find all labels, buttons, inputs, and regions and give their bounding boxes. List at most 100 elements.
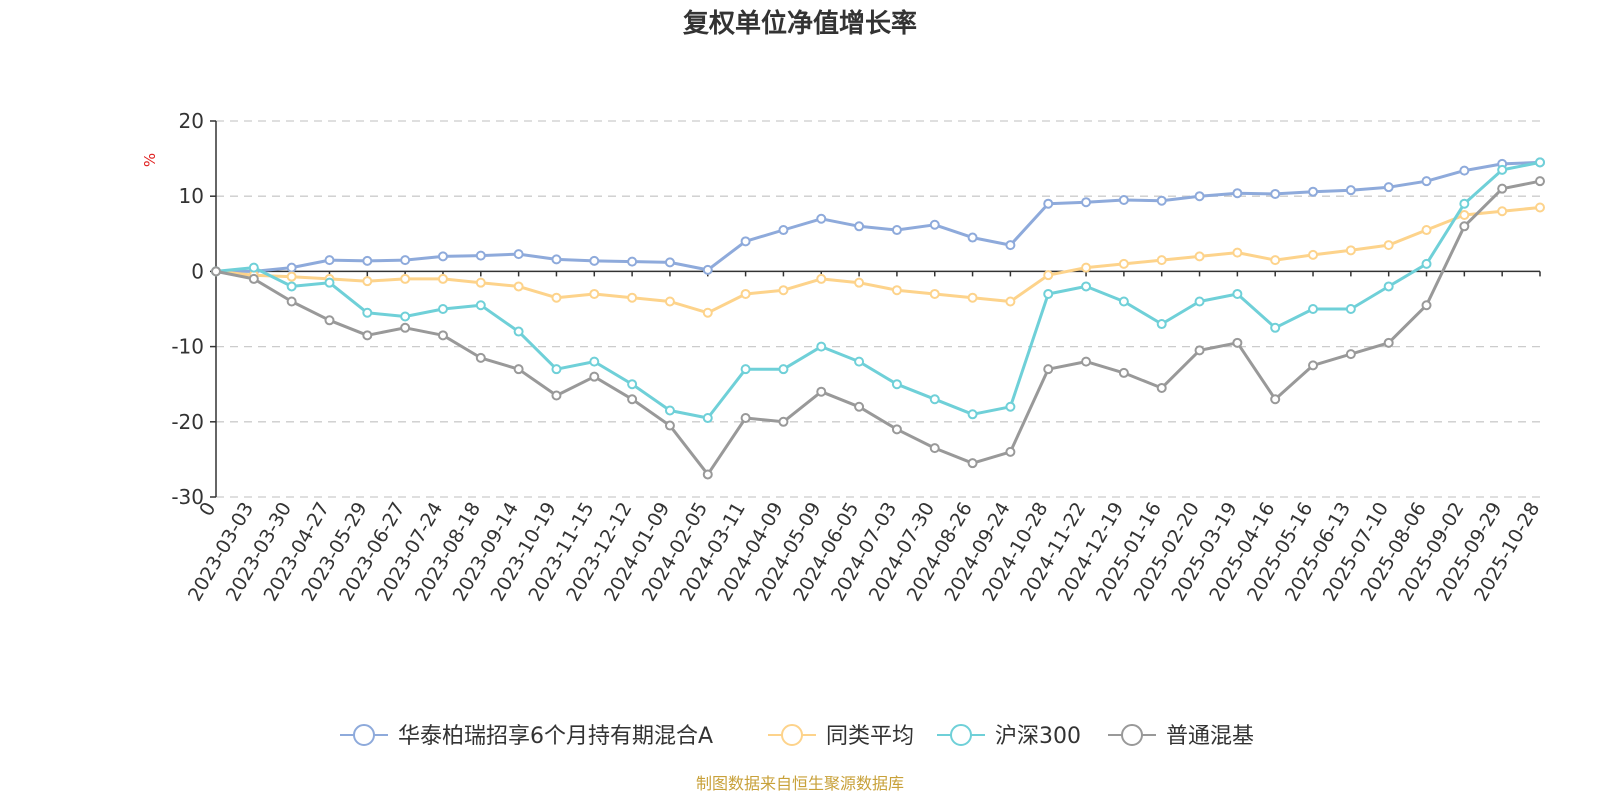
data-point — [1118, 258, 1129, 269]
data-point — [551, 292, 562, 303]
data-point — [627, 256, 638, 267]
data-point — [1005, 240, 1016, 251]
data-point — [1194, 251, 1205, 262]
data-point — [778, 364, 789, 375]
data-point — [1497, 164, 1508, 175]
data-point — [1459, 210, 1470, 220]
data-point — [1005, 296, 1016, 307]
legend-swatch-marker — [781, 724, 803, 746]
data-point — [1270, 322, 1281, 333]
chart-title: 复权单位净值增长率 — [683, 8, 917, 39]
data-point — [437, 251, 448, 262]
data-point — [1232, 288, 1243, 299]
data-point — [1043, 364, 1054, 375]
data-point — [1156, 195, 1167, 206]
data-point — [664, 405, 675, 416]
data-point — [664, 296, 675, 307]
data-point — [324, 255, 335, 266]
data-point — [929, 219, 940, 230]
series-layer — [211, 157, 1545, 480]
data-point — [854, 356, 865, 367]
data-point — [627, 394, 638, 405]
legend-label: 沪深300 — [995, 724, 1081, 749]
data-point — [475, 352, 486, 363]
legend-label: 普通混基 — [1166, 724, 1254, 749]
data-point — [475, 277, 486, 288]
data-point — [1270, 394, 1281, 405]
y-tick-label: 10 — [179, 184, 204, 208]
legend-swatch-marker — [1121, 724, 1143, 746]
y-tick-label: -10 — [171, 335, 204, 359]
data-point — [1194, 345, 1205, 356]
data-point — [1270, 255, 1281, 266]
data-point — [248, 273, 259, 284]
data-point — [891, 285, 902, 296]
data-point — [362, 330, 373, 341]
data-point — [778, 225, 789, 236]
data-point — [740, 364, 751, 375]
x-tick-label: 0 — [195, 499, 220, 520]
data-point — [1459, 221, 1470, 232]
data-point — [664, 420, 675, 431]
data-point — [589, 371, 600, 382]
data-point — [362, 307, 373, 318]
data-point — [362, 276, 373, 287]
data-point — [1232, 337, 1243, 348]
data-point — [702, 307, 713, 318]
data-point — [740, 236, 751, 247]
data-point — [1383, 182, 1394, 193]
data-point — [1345, 304, 1356, 314]
legend-label: 华泰柏瑞招享6个月持有期混合A — [398, 724, 713, 749]
data-point — [437, 273, 448, 284]
data-point — [1081, 262, 1092, 273]
legend-item-0[interactable]: 华泰柏瑞招享6个月持有期混合A — [340, 724, 713, 749]
data-point — [362, 255, 373, 266]
data-point — [1535, 157, 1545, 168]
data-point — [778, 285, 789, 296]
data-point — [854, 277, 865, 288]
legend-item-3[interactable]: 普通混基 — [1108, 724, 1254, 749]
data-point — [551, 254, 562, 265]
data-point — [1043, 270, 1054, 281]
data-point — [1383, 281, 1394, 292]
data-point — [1308, 304, 1319, 314]
data-point — [286, 271, 297, 282]
data-point — [816, 273, 827, 284]
data-point — [475, 300, 486, 311]
data-point — [437, 304, 448, 314]
data-point — [1081, 356, 1092, 367]
data-point — [1459, 165, 1470, 176]
data-point — [1005, 401, 1016, 412]
series-line-3 — [215, 179, 1541, 476]
legend-item-2[interactable]: 沪深300 — [937, 724, 1081, 749]
data-point — [1345, 349, 1356, 360]
data-point — [1232, 188, 1243, 199]
data-point — [816, 386, 827, 397]
data-point — [437, 330, 448, 341]
data-point — [854, 401, 865, 412]
data-point — [1421, 225, 1432, 236]
series-line-2 — [215, 160, 1541, 420]
data-point — [1156, 382, 1167, 393]
legend-swatch-marker — [950, 724, 972, 746]
data-point — [967, 292, 978, 303]
data-point — [551, 364, 562, 375]
y-tick-label: -30 — [171, 485, 204, 509]
data-point — [891, 424, 902, 435]
y-tick-label: 20 — [179, 109, 204, 133]
data-point — [248, 262, 259, 273]
data-point — [1081, 197, 1092, 208]
y-tick-label: -20 — [171, 410, 204, 434]
data-point — [400, 255, 411, 266]
data-point — [1535, 202, 1545, 213]
data-point — [929, 288, 940, 299]
data-point — [1270, 188, 1281, 199]
data-point — [929, 443, 940, 454]
series-line-1 — [215, 206, 1541, 315]
y-axis-unit: % — [141, 153, 159, 167]
legend-item-1[interactable]: 同类平均 — [768, 724, 914, 749]
legend[interactable]: 华泰柏瑞招享6个月持有期混合A 同类平均 沪深300 普通混基 — [340, 724, 1254, 749]
data-point — [967, 409, 978, 420]
data-point — [1043, 288, 1054, 299]
